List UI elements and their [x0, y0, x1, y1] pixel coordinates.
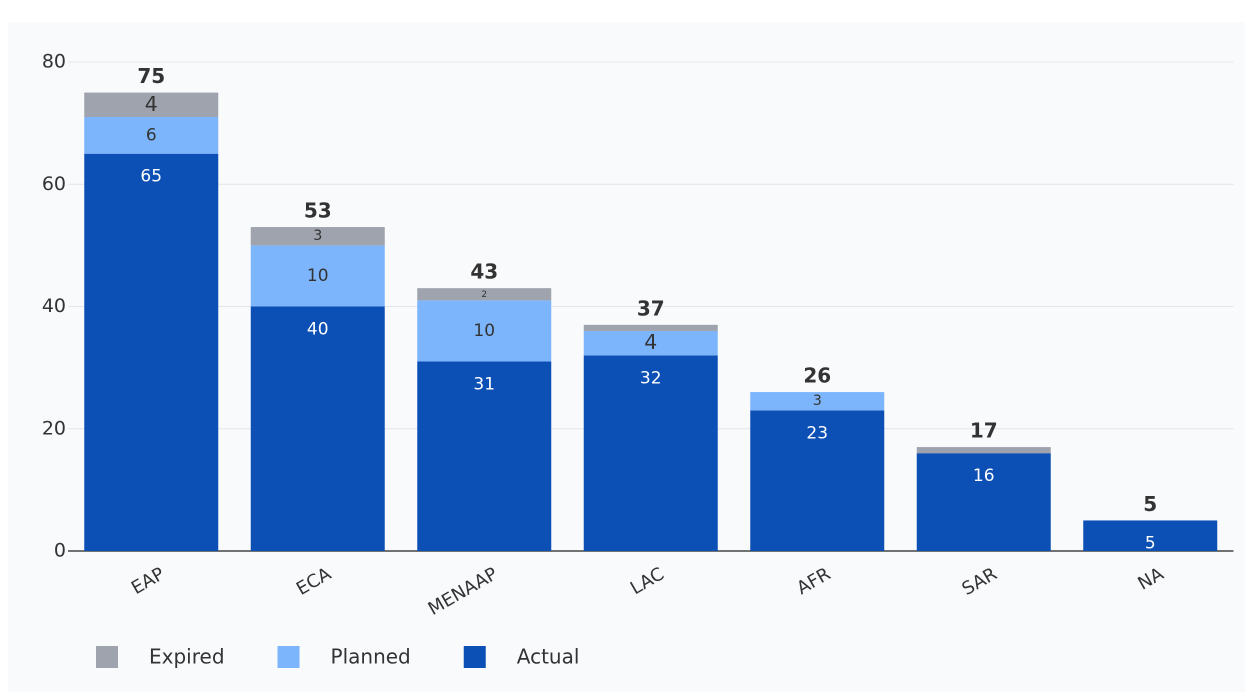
bar-segment: [250, 306, 385, 551]
total-label: 5: [1143, 492, 1157, 516]
bar-segment: [583, 330, 718, 356]
legend-swatch: [96, 646, 118, 668]
segment-label: 32: [640, 368, 662, 388]
total-label: 43: [470, 260, 498, 284]
segment-label: 10: [307, 266, 329, 286]
segment-label: 2: [481, 290, 487, 300]
total-label: 75: [137, 64, 165, 88]
bar-segment: [417, 300, 552, 362]
bar-segment: [750, 392, 885, 411]
bar-segment: [84, 117, 219, 154]
segment-label: 5: [1145, 533, 1156, 553]
bar-segment: [417, 288, 552, 301]
segment-label: 31: [473, 375, 495, 395]
bar-segment: [1083, 520, 1218, 551]
bar-segment: [417, 361, 552, 551]
bar-segment: [84, 92, 219, 118]
legend-swatch: [463, 646, 486, 668]
segment-label: 3: [313, 228, 322, 244]
y-tick-label: 60: [42, 173, 66, 195]
bar-segment: [750, 410, 885, 551]
legend-swatch: [277, 646, 300, 668]
segment-label: 23: [806, 423, 828, 443]
segment-label: 4: [145, 92, 158, 116]
total-label: 53: [304, 199, 332, 223]
segment-label: 40: [307, 320, 329, 340]
y-tick-label: 20: [42, 417, 66, 439]
segment-label: 4: [644, 330, 657, 354]
legend-label: Planned: [331, 645, 411, 669]
bar-segment: [583, 355, 718, 551]
segment-label: 16: [973, 466, 995, 486]
segment-label: 3: [813, 393, 822, 409]
y-tick-label: 40: [42, 295, 66, 317]
bar-segment: [916, 453, 1051, 551]
segment-label: 6: [146, 125, 157, 145]
segment-label: 10: [473, 321, 495, 341]
bar-segment: [250, 245, 385, 307]
segment-label: 65: [140, 167, 162, 187]
legend-label: Expired: [149, 645, 225, 669]
total-label: 26: [803, 364, 831, 388]
total-label: 17: [970, 419, 998, 443]
y-tick-label: 80: [42, 51, 66, 73]
bar-segment: [583, 324, 718, 331]
legend-label: Actual: [517, 645, 580, 669]
y-tick-label: 0: [54, 540, 66, 562]
total-label: 37: [637, 296, 665, 320]
bar-segment: [916, 447, 1051, 454]
bar-segment: [250, 227, 385, 246]
bar-segment: [84, 153, 219, 551]
